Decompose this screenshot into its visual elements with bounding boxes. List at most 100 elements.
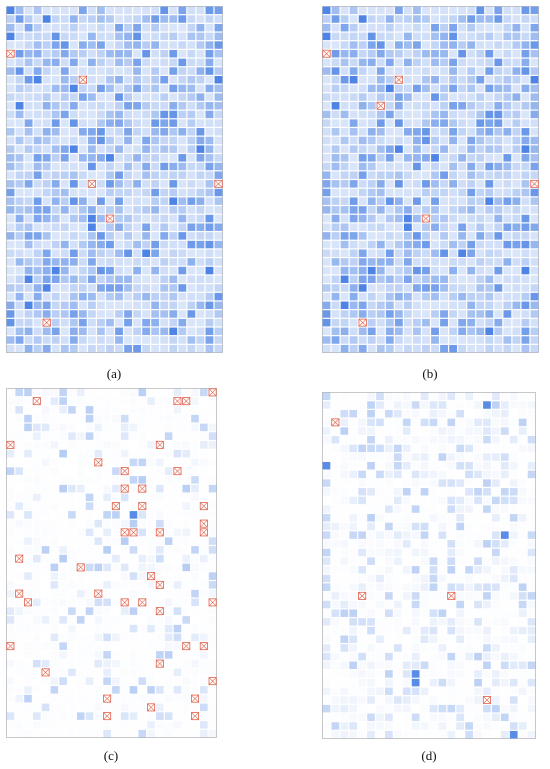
heatmap-cell [449,318,458,327]
heatmap-cell [120,519,129,528]
heatmap-cell [449,301,458,310]
heatmap-cell [77,607,85,615]
heatmap-cell [512,240,521,249]
heatmap-cell [376,670,384,677]
heatmap-cell [147,729,155,738]
missing-cell [103,712,112,721]
heatmap-cell [164,432,173,440]
heatmap-cell [95,485,103,493]
heatmap-cell [200,686,208,694]
heatmap-cell [15,721,23,729]
heatmap-cell [42,476,50,484]
heatmap-cell [367,713,375,722]
heatmap-cell [422,15,430,23]
heatmap-cell [440,58,448,67]
heatmap-cell [142,214,151,223]
heatmap-cell [340,704,349,713]
heatmap-cell [78,188,87,197]
heatmap-cell [349,240,358,249]
heatmap-cell [512,58,521,67]
heatmap-cell [196,23,205,32]
heatmap-cell [485,15,494,23]
heatmap-cell [403,601,411,608]
heatmap-cell [485,301,494,310]
heatmap-cell [518,609,527,617]
heatmap-cell [24,520,32,528]
heatmap-cell [182,502,191,510]
heatmap-cell [521,301,530,310]
heatmap-cell [200,677,208,685]
heatmap-cell [456,427,464,434]
heatmap-cell [182,546,190,554]
heatmap-cell [367,119,376,127]
heatmap-cell [474,470,482,479]
heatmap-cell [358,110,367,119]
heatmap-cell [169,41,178,49]
heatmap-cell [519,462,527,469]
heatmap-cell [456,505,465,513]
heatmap-cell [431,301,439,310]
heatmap-cell [456,531,464,538]
heatmap-cell [494,344,503,353]
heatmap-cell [97,145,105,153]
heatmap-cell [447,714,455,721]
heatmap-cell [60,232,69,240]
heatmap-cell [385,49,394,58]
heatmap-cell [33,197,42,205]
heatmap-cell [200,554,208,563]
heatmap-cell [323,445,331,452]
heatmap-cell [403,128,412,136]
heatmap-cell [367,636,375,643]
heatmap-cell [476,145,485,153]
heatmap-cell [476,232,485,240]
heatmap-cell [124,275,132,283]
heatmap-cell [394,49,403,58]
heatmap-cell [24,249,33,257]
heatmap-cell [60,292,69,301]
heatmap-cell [449,266,458,275]
heatmap-cell [59,651,67,659]
heatmap-cell [340,566,348,573]
heatmap-cell [349,301,358,310]
heatmap-cell [106,84,114,93]
heatmap-cell [476,84,485,93]
missing-cell [530,179,539,188]
heatmap-cell [322,145,331,153]
heatmap-cell [501,705,509,712]
heatmap-cell [411,592,420,600]
heatmap-cell [467,284,476,292]
heatmap-cell [494,197,503,205]
heatmap-cell [474,662,482,669]
heatmap-cell [174,520,182,528]
heatmap-cell [15,292,24,301]
heatmap-cell [130,599,138,607]
heatmap-cell [458,188,467,197]
heatmap-cell [322,162,331,171]
heatmap-cell [527,470,536,479]
heatmap-cell [178,84,187,93]
heatmap-cell [367,583,375,590]
heatmap-cell [413,327,421,336]
heatmap-cell [449,214,458,223]
heatmap-cell [431,232,439,240]
heatmap-cell [431,119,439,127]
heatmap-cell [521,93,530,101]
heatmap-cell [178,310,187,318]
heatmap-cell [51,520,59,528]
heatmap-cell [431,41,439,49]
heatmap-cell [103,528,111,537]
heatmap-cell [358,232,367,240]
heatmap-cell [51,188,60,197]
heatmap-cell [200,459,208,467]
heatmap-cell [385,575,393,582]
heatmap-cell [439,445,447,452]
heatmap-cell [394,197,403,205]
heatmap-cell [421,731,429,738]
heatmap-cell [124,206,132,214]
heatmap-cell [512,32,521,41]
heatmap-cell [15,266,24,275]
heatmap-cell [24,406,32,414]
heatmap-cell [15,344,24,353]
heatmap-cell [340,575,348,582]
heatmap-cell [385,696,393,704]
